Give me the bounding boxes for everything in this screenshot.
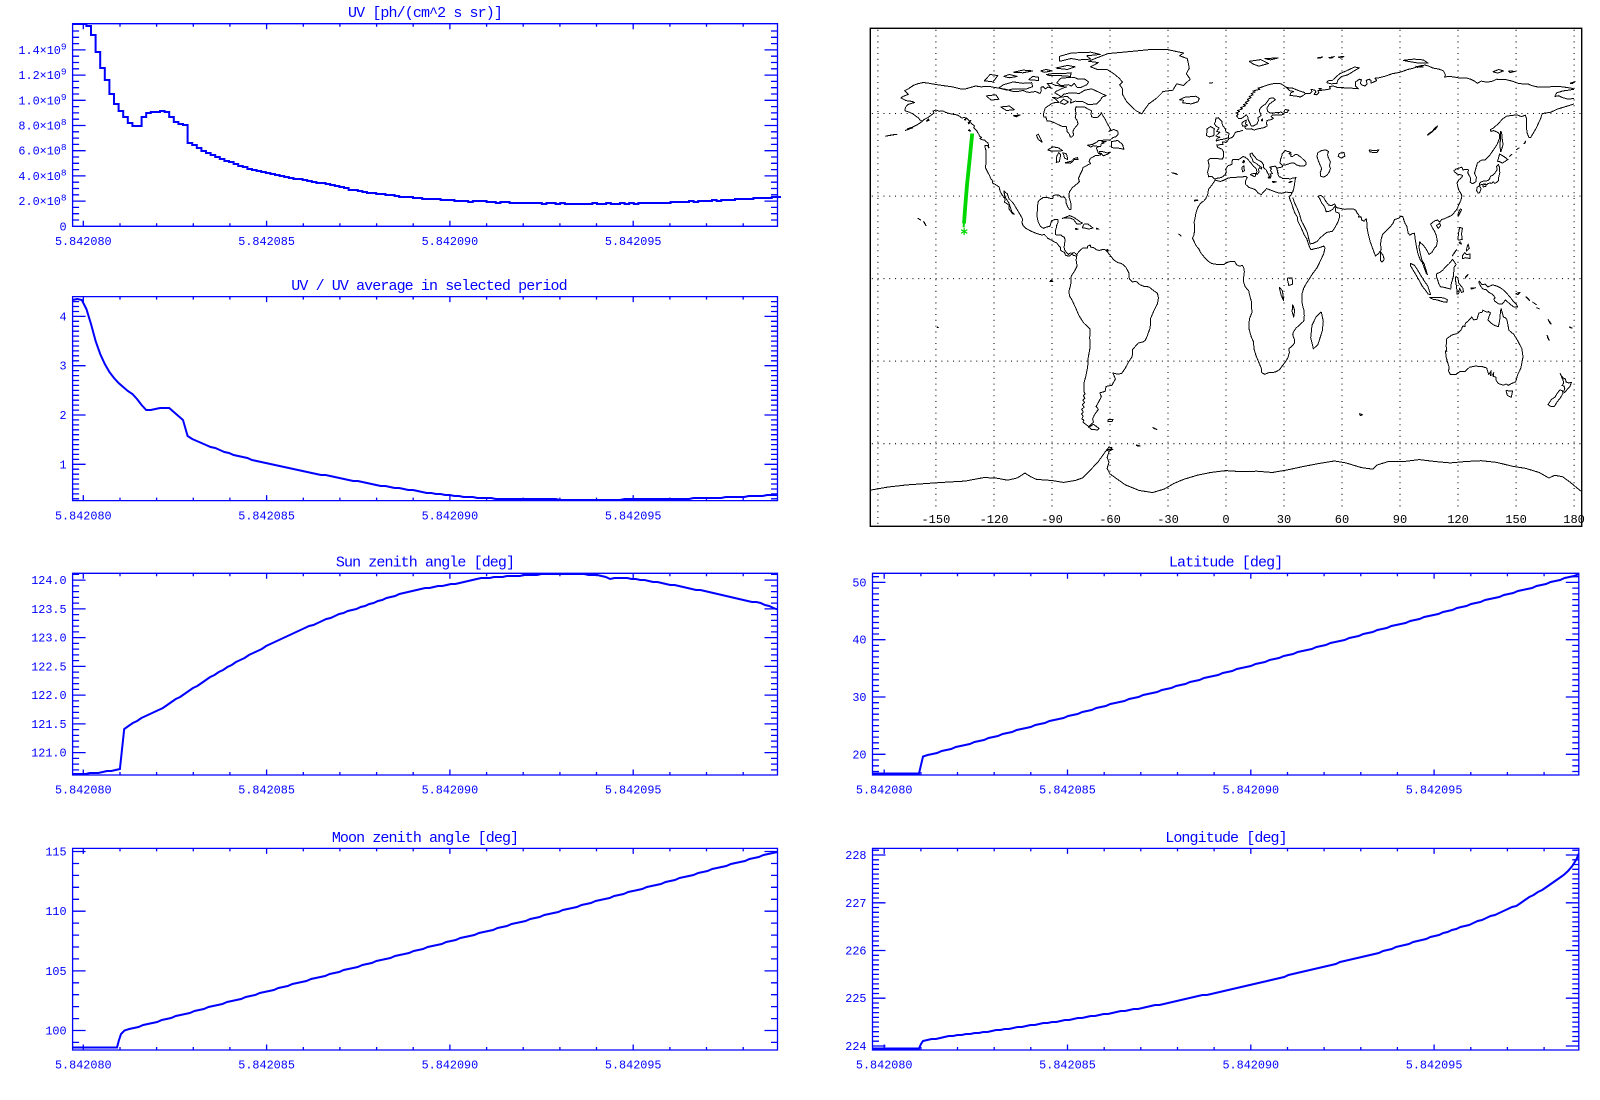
svg-text:123.5: 123.5 [31,603,66,617]
svg-text:100: 100 [45,1025,66,1039]
svg-text:5.842080: 5.842080 [55,235,112,249]
svg-text:UV [ph/(cm^2 s sr)]: UV [ph/(cm^2 s sr)] [348,5,502,22]
svg-text:60: 60 [1335,513,1349,527]
svg-text:121.5: 121.5 [31,718,66,732]
svg-text:0: 0 [1222,513,1229,527]
svg-text:5.842085: 5.842085 [238,235,295,249]
svg-text:110: 110 [45,905,66,919]
svg-text:150: 150 [1505,513,1527,527]
svg-text:1: 1 [60,458,67,472]
svg-text:5.842090: 5.842090 [1222,1059,1279,1073]
svg-text:5.842085: 5.842085 [238,509,295,523]
svg-text:122.0: 122.0 [31,689,66,703]
svg-text:5.842085: 5.842085 [238,1059,295,1073]
svg-text:4.0×108: 4.0×108 [18,167,66,184]
svg-text:5.842080: 5.842080 [856,1059,913,1073]
svg-text:5.842080: 5.842080 [55,1059,112,1073]
svg-text:1.4×109: 1.4×109 [18,41,66,58]
svg-text:4: 4 [60,310,67,324]
svg-text:5.842095: 5.842095 [1406,1059,1463,1073]
svg-text:5.842090: 5.842090 [422,235,479,249]
svg-text:30: 30 [1277,513,1291,527]
svg-text:3: 3 [60,360,67,374]
svg-text:5.842080: 5.842080 [55,509,112,523]
svg-text:5.842095: 5.842095 [605,509,662,523]
svg-text:-60: -60 [1099,513,1121,527]
svg-text:122.5: 122.5 [31,660,66,674]
svg-text:5.842090: 5.842090 [1222,784,1279,798]
svg-text:1.0×109: 1.0×109 [18,92,66,109]
svg-text:226: 226 [845,945,866,959]
svg-text:228: 228 [845,849,866,863]
svg-text:121.0: 121.0 [31,747,66,761]
svg-text:-120: -120 [980,513,1009,527]
svg-text:5.842080: 5.842080 [856,784,913,798]
svg-text:5.842095: 5.842095 [1406,784,1463,798]
svg-text:224: 224 [845,1040,866,1054]
svg-text:20: 20 [852,748,866,762]
svg-text:-30: -30 [1157,513,1179,527]
svg-text:124.0: 124.0 [31,574,66,588]
svg-text:Moon zenith angle [deg]: Moon zenith angle [deg] [332,830,518,847]
svg-text:8.0×108: 8.0×108 [18,117,66,134]
svg-text:105: 105 [45,965,66,979]
svg-text:5.842090: 5.842090 [422,1059,479,1073]
svg-text:5.842090: 5.842090 [422,509,479,523]
svg-text:180: 180 [1563,513,1585,527]
svg-text:UV / UV average in selected pe: UV / UV average in selected period [291,278,566,295]
svg-text:2: 2 [60,409,67,423]
svg-text:123.0: 123.0 [31,632,66,646]
svg-text:5.842095: 5.842095 [605,784,662,798]
svg-text:5.842095: 5.842095 [605,235,662,249]
svg-text:Longitude [deg]: Longitude [deg] [1165,830,1287,847]
svg-text:0: 0 [60,220,67,234]
svg-text:6.0×108: 6.0×108 [18,142,66,159]
svg-text:5.842090: 5.842090 [422,784,479,798]
svg-text:225: 225 [845,992,866,1006]
svg-text:5.842095: 5.842095 [605,1059,662,1073]
svg-text:Sun zenith angle [deg]: Sun zenith angle [deg] [336,555,514,572]
svg-text:90: 90 [1393,513,1407,527]
svg-text:115: 115 [45,846,66,860]
svg-text:40: 40 [852,634,866,648]
svg-text:5.842085: 5.842085 [1039,784,1096,798]
svg-text:50: 50 [852,576,866,590]
svg-text:120: 120 [1447,513,1469,527]
svg-text:Latitude [deg]: Latitude [deg] [1169,555,1282,572]
svg-text:5.842080: 5.842080 [55,784,112,798]
svg-text:-150: -150 [921,513,950,527]
svg-text:5.842085: 5.842085 [238,784,295,798]
svg-text:1.2×109: 1.2×109 [18,67,66,84]
svg-text:2.0×108: 2.0×108 [18,193,66,210]
svg-text:5.842085: 5.842085 [1039,1059,1096,1073]
svg-text:-90: -90 [1041,513,1063,527]
svg-text:227: 227 [845,897,866,911]
svg-text:30: 30 [852,691,866,705]
